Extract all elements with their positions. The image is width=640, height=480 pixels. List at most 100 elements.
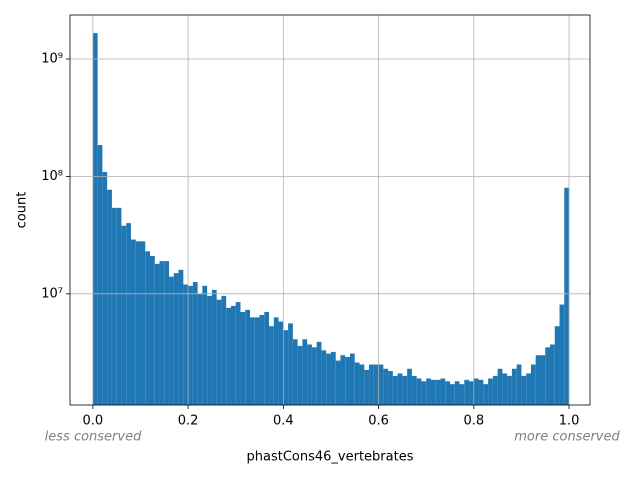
x-tick-label: 0.4: [273, 414, 294, 429]
bar: [130, 239, 136, 405]
bar: [269, 326, 274, 405]
bar: [473, 378, 479, 405]
y-tick-label: 10⁹: [41, 51, 63, 66]
bar: [250, 317, 255, 405]
bar: [345, 356, 350, 405]
bar: [464, 379, 470, 405]
bar: [292, 339, 298, 405]
bar: [173, 273, 179, 405]
bar: [259, 315, 265, 405]
bar: [321, 350, 327, 405]
annotation: less conserved: [45, 430, 142, 445]
bar: [354, 362, 360, 405]
bar: [297, 345, 303, 405]
bar: [397, 373, 403, 405]
bar: [402, 375, 408, 405]
bar: [416, 378, 422, 405]
bar: [216, 299, 222, 405]
bar: [507, 375, 512, 405]
bar: [316, 341, 322, 405]
bar: [526, 373, 531, 405]
bar: [430, 379, 436, 405]
bar: [135, 241, 141, 405]
bar: [445, 381, 450, 405]
bar: [492, 375, 498, 405]
bar: [126, 223, 131, 405]
bar: [278, 321, 284, 405]
bar: [230, 305, 236, 405]
bar: [254, 317, 260, 405]
bar: [154, 263, 160, 405]
bar: [307, 344, 312, 405]
bar: [340, 355, 346, 405]
bar: [483, 384, 489, 405]
bar: [350, 353, 355, 405]
bar: [178, 269, 184, 405]
bar: [235, 302, 241, 405]
bar: [116, 207, 122, 405]
plot-frame: [69, 14, 591, 406]
annotation: more conserved: [514, 430, 620, 445]
bar: [311, 347, 317, 405]
bar: [521, 375, 527, 405]
bar: [107, 189, 112, 405]
bar: [97, 145, 103, 405]
bar: [111, 207, 117, 405]
bar: [264, 312, 270, 405]
bar: [488, 378, 493, 405]
x-tick-label: 0.8: [463, 414, 484, 429]
bar: [459, 384, 465, 405]
bar: [545, 347, 550, 405]
bar: [92, 33, 98, 406]
bar: [102, 172, 108, 405]
bar: [335, 360, 341, 405]
x-tick-label: 1.0: [559, 414, 580, 429]
bar: [378, 364, 384, 405]
bar: [202, 285, 208, 405]
bar: [478, 379, 484, 405]
bar: [435, 379, 441, 405]
bar: [207, 295, 212, 405]
x-tick-label: 0.2: [178, 414, 199, 429]
bar: [159, 261, 165, 405]
bar: [164, 261, 170, 405]
bar: [497, 368, 503, 405]
y-tick-label: 10⁷: [41, 286, 63, 301]
bar: [454, 381, 460, 405]
bar: [411, 375, 417, 405]
bar: [359, 364, 365, 405]
bar: [145, 251, 150, 405]
bar: [183, 284, 189, 405]
bar: [516, 364, 522, 405]
x-axis-label: phastCons46_vertebrates: [247, 450, 414, 465]
bar: [140, 241, 146, 405]
y-axis-label: count: [15, 192, 30, 229]
bar: [426, 378, 431, 405]
bar: [469, 381, 474, 405]
bar: [326, 353, 331, 405]
bar: [150, 255, 155, 405]
bar: [288, 323, 293, 405]
bar: [383, 368, 389, 405]
bar: [197, 293, 203, 405]
bar: [550, 344, 555, 405]
bar: [273, 317, 279, 405]
bar: [392, 375, 398, 405]
bar: [192, 282, 198, 405]
bar: [169, 276, 174, 405]
bar: [121, 225, 127, 405]
bar: [535, 355, 541, 405]
x-tick-label: 0.6: [368, 414, 389, 429]
bar: [245, 309, 250, 405]
bar: [554, 326, 560, 405]
bar: [530, 364, 536, 405]
bar: [364, 369, 370, 405]
bar: [450, 384, 455, 405]
bar: [407, 368, 412, 405]
x-tick-label: 0.0: [83, 414, 104, 429]
bar: [221, 295, 227, 405]
bar: [240, 312, 246, 405]
bar: [564, 187, 570, 405]
bar: [369, 364, 374, 405]
